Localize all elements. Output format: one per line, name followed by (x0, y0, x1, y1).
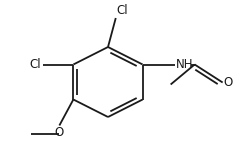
Text: Cl: Cl (30, 58, 41, 71)
Text: O: O (55, 126, 64, 140)
Text: NH: NH (176, 58, 193, 71)
Text: Cl: Cl (117, 4, 129, 17)
Text: O: O (224, 76, 233, 89)
